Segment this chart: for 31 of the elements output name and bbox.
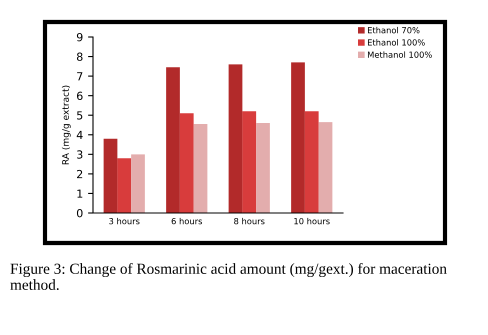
bar (291, 62, 305, 213)
bar (131, 154, 145, 213)
bar (194, 124, 208, 213)
y-tick-label: 9 (76, 32, 82, 42)
legend-label: Ethanol 100% (368, 39, 425, 46)
bar (166, 67, 180, 213)
bar (256, 123, 270, 213)
y-tick-label: 6 (76, 92, 83, 100)
y-tick-label: 5 (77, 111, 82, 120)
x-tick-label: 3 hours (109, 218, 140, 224)
x-tick-label: 10 hours (294, 218, 330, 224)
y-tick-label: 1 (77, 190, 82, 198)
legend-label: Methanol 100% (368, 51, 432, 58)
bar (104, 138, 118, 213)
bar (304, 111, 319, 213)
legend-label: Ethanol 70% (368, 26, 420, 34)
y-tick-label: 3 (77, 150, 82, 159)
y-tick-label: 7 (77, 72, 82, 80)
bar (117, 158, 132, 213)
bar (242, 111, 256, 213)
y-axis-title: RA (mg/g extract) (62, 86, 71, 164)
bar (180, 113, 194, 213)
x-tick-label: 6 hours (172, 218, 202, 224)
y-tick-label: 2 (77, 170, 82, 178)
y-tick-label: 0 (76, 208, 83, 218)
y-tick-label: 4 (76, 130, 83, 139)
bar (318, 122, 332, 213)
caption: Figure 3: Change of Rosmarinic acid amount (mg/gext.) for maceration method. (10, 263, 447, 290)
y-tick-label: 8 (76, 52, 83, 61)
bar (228, 64, 242, 213)
x-tick-label: 8 hours (234, 218, 265, 224)
